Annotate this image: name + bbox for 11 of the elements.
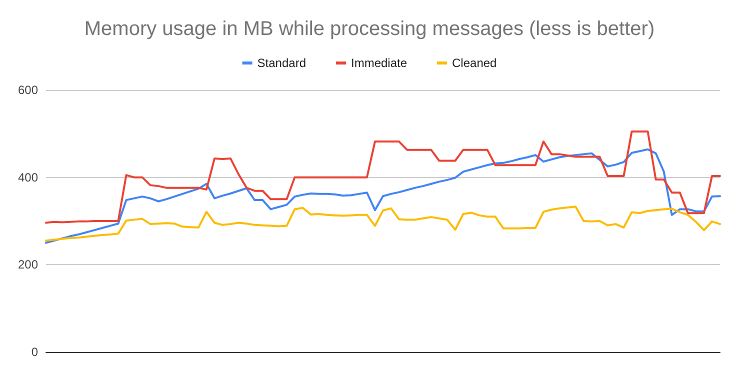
line-series [45, 130, 721, 224]
line-series [45, 206, 721, 242]
y-tick-label: 0 [31, 345, 38, 359]
y-tick-label: 400 [18, 170, 38, 184]
legend-label: Standard [257, 56, 306, 70]
y-tick-label: 600 [18, 83, 38, 97]
chart-title: Memory usage in MB while processing messages (less is better) [84, 18, 655, 40]
legend-label: Cleaned [452, 56, 497, 70]
legend-label: Immediate [350, 56, 408, 70]
line-series [45, 148, 721, 244]
y-tick-label: 200 [18, 258, 38, 272]
